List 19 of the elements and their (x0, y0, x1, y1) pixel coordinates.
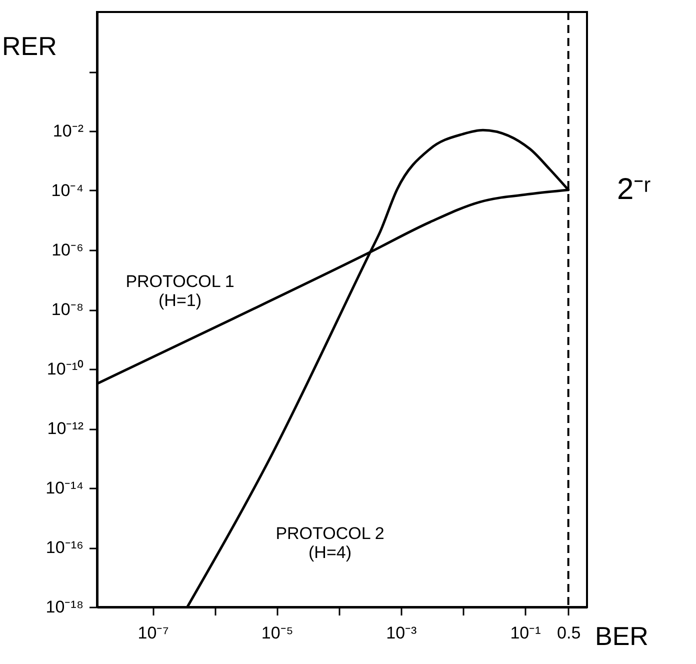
annotation: PROTOCOL 1 (H=1) (126, 272, 234, 310)
y-axis-title: RER (2, 31, 57, 61)
x-tick-label: 10⁻³ (386, 624, 418, 642)
x-axis-title: BER (595, 621, 648, 651)
y-tick-label: 10⁻¹⁰ (46, 360, 84, 378)
y-tick-label: 10⁻¹⁸ (46, 598, 84, 616)
x-tick-label: 10⁻⁵ (261, 624, 294, 642)
y-tick-label: 10⁻¹² (47, 419, 84, 438)
y-tick-label: 10⁻¹⁶ (46, 538, 84, 557)
annotation: PROTOCOL 2 (H=4) (276, 524, 384, 562)
y-tick-label: 10⁻¹⁴ (46, 478, 84, 498)
text: 2⁻ʳ (617, 172, 651, 206)
x-tick-label: 10⁻¹ (510, 624, 542, 642)
y-tick-label: 10⁻⁸ (51, 300, 84, 319)
y-tick-label: 10⁻⁴ (51, 181, 84, 200)
x-tick-label: 0.5 (557, 624, 581, 642)
y-tick-label: 10⁻⁶ (52, 240, 84, 260)
y-tick-label: 10⁻² (52, 122, 84, 140)
x-tick-label: 10⁻⁷ (138, 624, 169, 642)
